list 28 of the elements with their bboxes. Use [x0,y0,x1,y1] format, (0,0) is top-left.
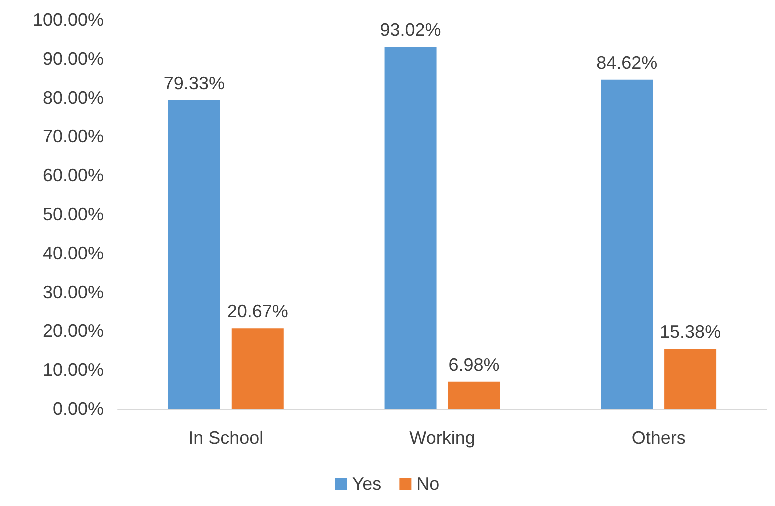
bar [232,328,284,409]
y-tick-label: 50.00% [42,204,104,224]
data-label: 15.38% [660,322,722,342]
x-tick-label: Others [632,428,686,448]
y-tick-label: 40.00% [42,243,104,264]
bar [168,100,220,409]
legend-label: Yes [352,474,382,494]
bar [664,349,717,409]
data-label: 20.67% [227,302,288,322]
y-tick-label: 80.00% [42,88,104,108]
y-tick-label: 0.00% [52,399,104,419]
legend-label: No [416,474,440,494]
data-label: 6.98% [448,354,500,375]
y-tick-label: 10.00% [42,360,104,380]
y-tick-label: 20.00% [42,321,104,342]
bar [448,382,500,409]
data-label: 79.33% [164,73,225,94]
y-tick-label: 70.00% [42,126,104,147]
y-tick-label: 100.00% [32,10,104,30]
y-tick-label: 60.00% [42,166,104,186]
data-label: 84.62% [596,52,658,73]
bar [601,80,654,409]
y-tick-label: 30.00% [42,282,104,302]
y-tick-label: 90.00% [42,48,104,69]
data-label: 93.02% [380,20,442,40]
bar [384,47,437,409]
x-tick-label: Working [410,428,476,448]
x-tick-label: In School [188,428,264,448]
